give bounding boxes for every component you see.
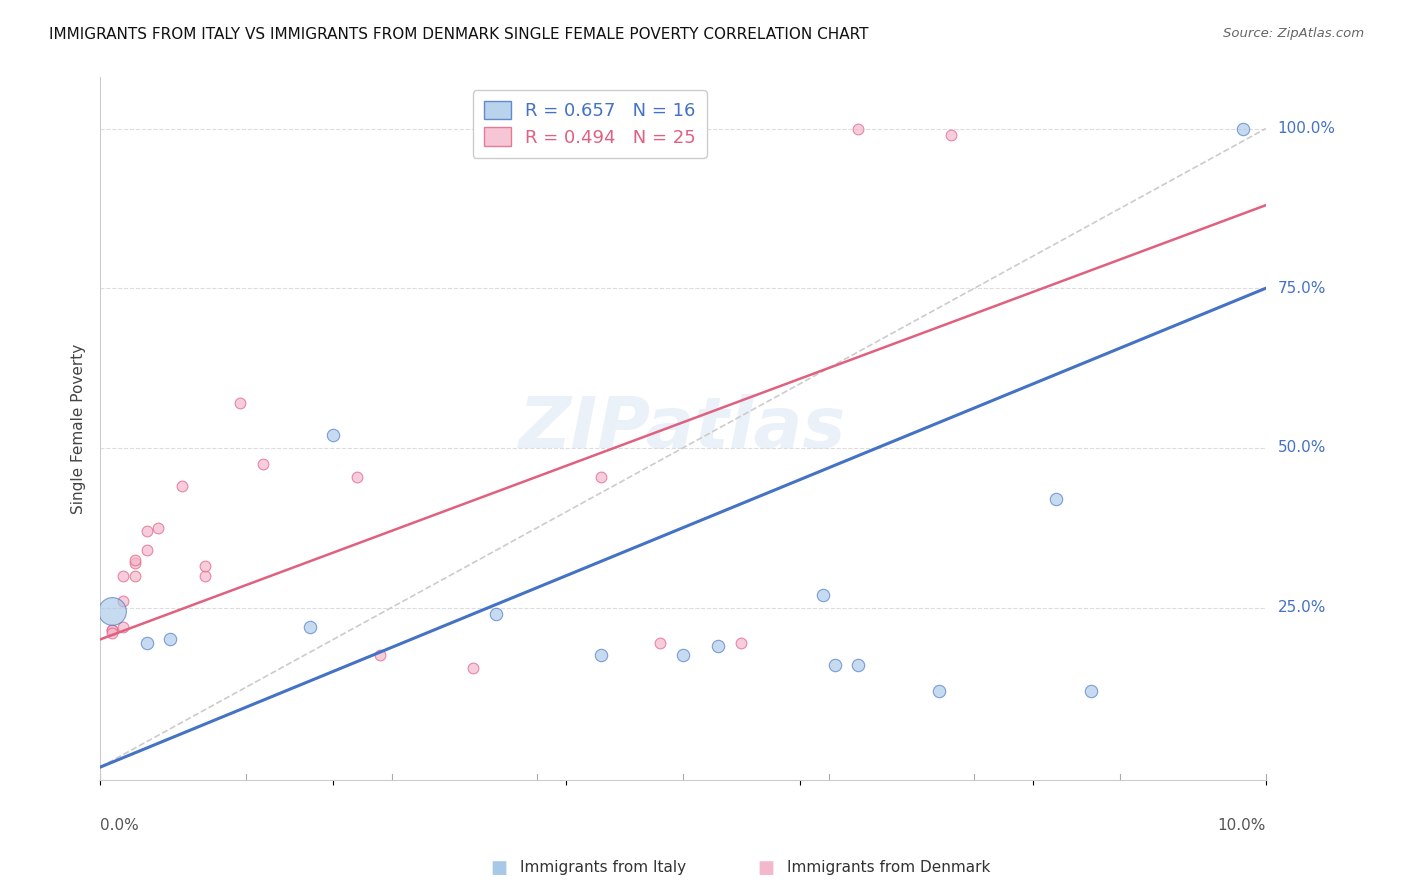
Text: 50.0%: 50.0% — [1278, 441, 1326, 455]
Text: ■: ■ — [758, 859, 775, 877]
Text: 25.0%: 25.0% — [1278, 600, 1326, 615]
Point — [170, 479, 193, 493]
Point — [101, 623, 124, 637]
Point — [135, 524, 157, 538]
Point — [928, 683, 950, 698]
Point — [368, 648, 391, 663]
Point — [298, 620, 321, 634]
Text: Immigrants from Denmark: Immigrants from Denmark — [787, 861, 991, 875]
Point — [124, 568, 146, 582]
Point — [1232, 121, 1254, 136]
Point — [672, 648, 695, 663]
Point — [846, 121, 869, 136]
Point — [194, 559, 217, 574]
Point — [135, 635, 157, 649]
Point — [112, 568, 135, 582]
Point — [824, 657, 846, 672]
Point — [591, 469, 613, 483]
Point — [811, 588, 834, 602]
Text: 0.0%: 0.0% — [100, 818, 139, 833]
Y-axis label: Single Female Poverty: Single Female Poverty — [72, 343, 86, 514]
Point — [112, 620, 135, 634]
Text: 75.0%: 75.0% — [1278, 281, 1326, 295]
Point — [148, 521, 170, 535]
Point — [591, 648, 613, 663]
Point — [1045, 491, 1067, 506]
Point — [1080, 683, 1102, 698]
Text: ■: ■ — [491, 859, 508, 877]
Point — [648, 635, 671, 649]
Point — [252, 457, 274, 471]
Legend: R = 0.657   N = 16, R = 0.494   N = 25: R = 0.657 N = 16, R = 0.494 N = 25 — [472, 90, 707, 158]
Point — [485, 607, 508, 621]
Point — [124, 556, 146, 570]
Text: Immigrants from Italy: Immigrants from Italy — [520, 861, 686, 875]
Text: ZIPatlas: ZIPatlas — [519, 394, 846, 463]
Point — [135, 543, 157, 558]
Point — [730, 635, 752, 649]
Point — [159, 632, 181, 647]
Point — [194, 568, 217, 582]
Point — [707, 639, 730, 653]
Point — [322, 428, 344, 442]
Text: Source: ZipAtlas.com: Source: ZipAtlas.com — [1223, 27, 1364, 40]
Text: IMMIGRANTS FROM ITALY VS IMMIGRANTS FROM DENMARK SINGLE FEMALE POVERTY CORRELATI: IMMIGRANTS FROM ITALY VS IMMIGRANTS FROM… — [49, 27, 869, 42]
Point — [101, 623, 124, 637]
Point — [939, 128, 962, 142]
Text: 10.0%: 10.0% — [1218, 818, 1265, 833]
Point — [346, 469, 368, 483]
Point — [112, 594, 135, 608]
Point — [101, 626, 124, 640]
Point — [846, 657, 869, 672]
Point — [124, 552, 146, 566]
Text: 100.0%: 100.0% — [1278, 121, 1336, 136]
Point — [229, 396, 252, 410]
Point — [463, 661, 485, 675]
Point — [101, 604, 124, 618]
